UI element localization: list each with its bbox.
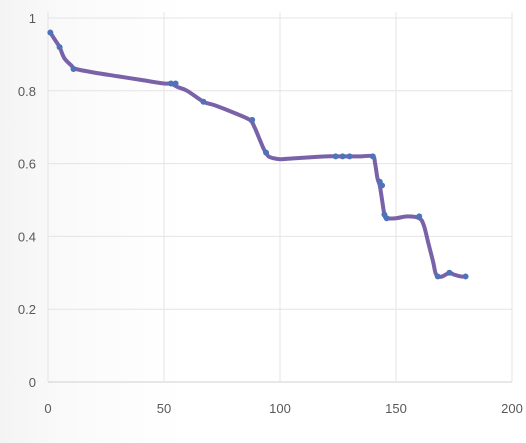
gridlines [47, 12, 513, 383]
x-tick-label: 100 [269, 401, 291, 416]
data-point [383, 215, 390, 222]
data-point [47, 29, 54, 36]
y-axis-tick-labels: 0 0.2 0.4 0.6 0.8 1 [18, 11, 36, 390]
data-point [56, 44, 63, 51]
marker-layer [47, 29, 469, 280]
y-tick-label: 0.2 [18, 302, 36, 317]
series-layer [48, 30, 468, 279]
data-point [346, 153, 353, 160]
data-point [416, 213, 423, 220]
x-tick-label: 50 [157, 401, 171, 416]
data-point [70, 65, 77, 72]
series-line [48, 30, 468, 279]
data-point [249, 116, 256, 123]
data-point [434, 273, 441, 280]
data-point [167, 80, 174, 87]
x-axis-tick-labels: 0 50 100 150 200 [44, 401, 522, 416]
y-tick-label: 1 [29, 11, 36, 26]
data-point [379, 182, 386, 189]
data-point [172, 80, 179, 87]
data-point [446, 269, 453, 276]
data-point [369, 153, 376, 160]
x-tick-label: 200 [501, 401, 523, 416]
y-tick-label: 0.8 [18, 84, 36, 99]
data-point [200, 98, 207, 105]
data-point [339, 153, 346, 160]
data-point [332, 153, 339, 160]
y-tick-label: 0.4 [18, 229, 36, 244]
x-tick-label: 0 [44, 401, 51, 416]
y-tick-label: 0.6 [18, 157, 36, 172]
y-tick-label: 0 [29, 375, 36, 390]
data-point [462, 273, 469, 280]
x-tick-label: 150 [385, 401, 407, 416]
data-point [263, 149, 270, 156]
